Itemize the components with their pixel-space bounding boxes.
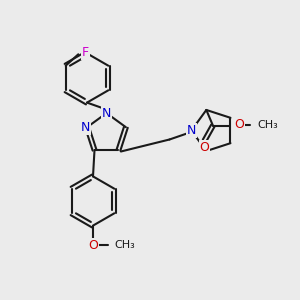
Text: O: O <box>234 118 244 131</box>
Text: O: O <box>88 238 98 252</box>
Text: N: N <box>81 121 90 134</box>
Text: N: N <box>187 124 196 137</box>
Text: CH₃: CH₃ <box>115 240 135 250</box>
Text: N: N <box>102 106 111 120</box>
Text: F: F <box>82 46 89 59</box>
Text: CH₃: CH₃ <box>258 120 278 130</box>
Text: O: O <box>200 141 209 154</box>
